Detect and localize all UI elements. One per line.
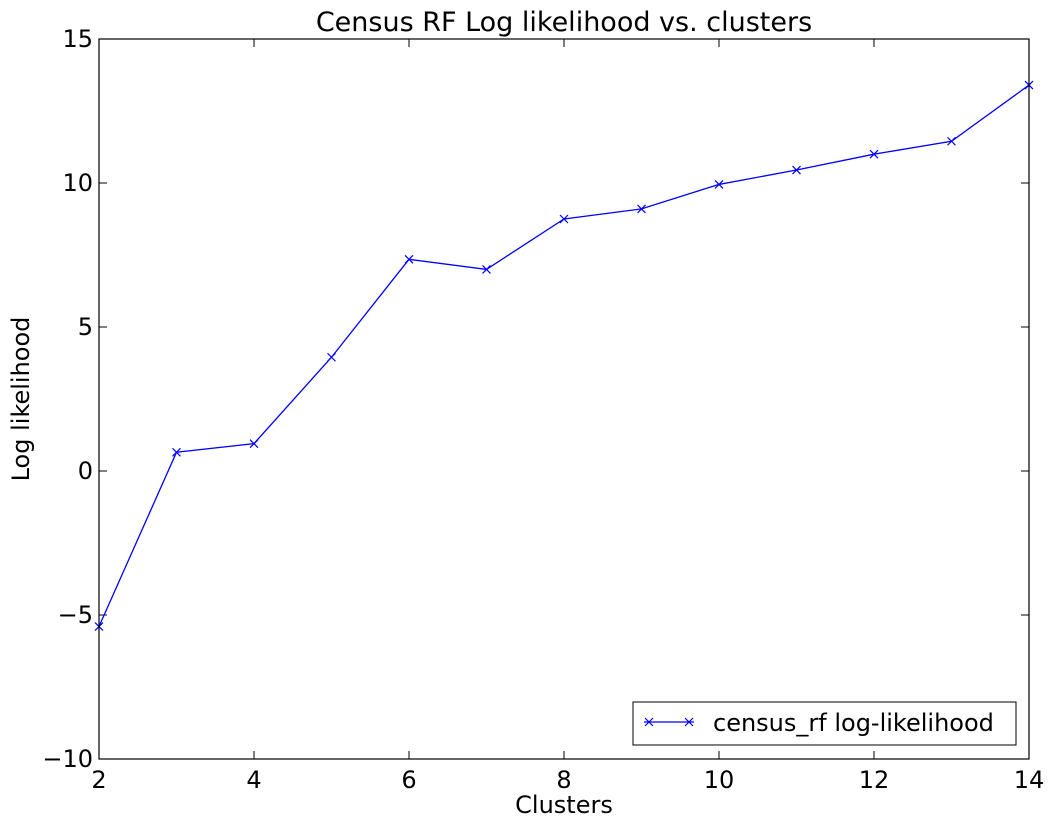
data-point-marker	[172, 447, 181, 457]
ticks-layer: 2 4 6 8 10 12 14 −10 −5 0 5 10 15	[42, 25, 1044, 794]
data-point-marker	[327, 352, 336, 362]
data-point-marker	[404, 254, 414, 264]
data-point-marker	[714, 180, 724, 189]
y-tick-label: 15	[62, 25, 93, 53]
x-tick-label: 4	[246, 766, 261, 794]
data-point-marker	[482, 264, 491, 274]
x-tick-label: 8	[556, 766, 571, 794]
data-point-marker	[947, 136, 956, 146]
x-tick-label: 6	[401, 766, 416, 794]
x-tick-label: 12	[859, 766, 890, 794]
legend-label: census_rf log-likelihood	[713, 709, 994, 737]
data-point-marker	[792, 165, 801, 175]
y-tick-label: 5	[78, 313, 93, 341]
data-point-marker	[637, 204, 646, 214]
series-line	[98, 84, 1030, 627]
data-point-marker	[559, 214, 569, 224]
x-axis-label: Clusters	[515, 791, 613, 819]
plot-frame	[98, 38, 1030, 760]
x-tick-label: 10	[704, 766, 735, 794]
x-tick-label: 14	[1014, 766, 1045, 794]
data-point-marker	[249, 439, 259, 449]
legend-box	[632, 701, 1017, 746]
legend-marker-icon	[644, 717, 694, 727]
chart-title: Census RF Log likelihood vs. clusters	[316, 7, 812, 38]
y-tick-label: 10	[62, 169, 93, 197]
y-axis-label: Log likelihood	[7, 317, 35, 482]
y-tick-label: 0	[78, 457, 93, 485]
x-tick-label: 2	[91, 766, 106, 794]
data-point-marker	[869, 149, 879, 159]
series-layer	[94, 80, 1034, 631]
y-tick-label: −5	[58, 601, 93, 629]
y-tick-label: −10	[42, 745, 93, 773]
legend: census_rf log-likelihood	[632, 701, 1017, 746]
